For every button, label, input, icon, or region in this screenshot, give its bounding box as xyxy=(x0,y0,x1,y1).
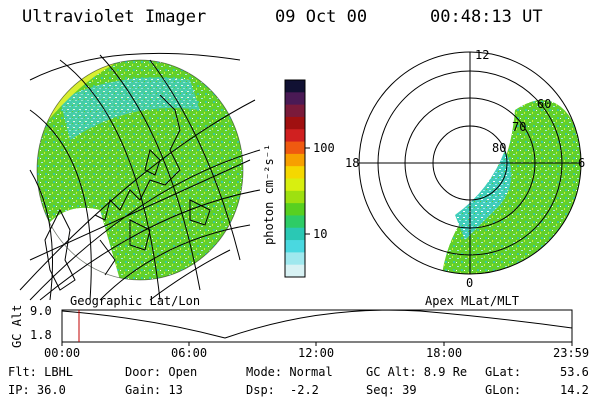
colorbar-segment xyxy=(285,104,305,118)
altitude-plot xyxy=(61,309,573,346)
geo-grid xyxy=(19,52,261,301)
gain-info: Gain: 13 xyxy=(125,383,183,397)
colorbar-segment xyxy=(285,92,305,106)
geographic-image xyxy=(19,52,261,301)
polar-ring-label-60: 60 xyxy=(537,97,552,111)
xtick-0000: 00:00 xyxy=(44,346,81,360)
polar-ring-label-80: 80 xyxy=(492,141,507,155)
polar-plot xyxy=(358,51,582,275)
dsp-value: -2.2 xyxy=(290,383,319,397)
colorbar-segment xyxy=(285,116,305,130)
colorbar-tick-label-10: 10 xyxy=(313,227,328,241)
polar-aurora-cyan xyxy=(455,150,512,240)
door-info: Door: Open xyxy=(125,365,198,379)
colorbar-segment xyxy=(285,153,305,167)
colorbar-segment xyxy=(285,166,305,179)
xtick-1800: 18:00 xyxy=(426,346,463,360)
polar-label-left: 18 xyxy=(345,156,360,170)
color-bar xyxy=(285,80,305,278)
coastlines xyxy=(44,94,211,291)
xtick-2359: 23:59 xyxy=(553,346,590,360)
glat-label: GLat: xyxy=(485,365,522,379)
aurora-cyan-band xyxy=(60,77,200,140)
seq-info: Seq: 39 xyxy=(366,383,417,397)
altitude-ytick-high: 9.0 xyxy=(30,304,52,318)
glat-value: 53.6 xyxy=(560,365,589,379)
geo-panel-label: Geographic Lat/Lon xyxy=(70,294,201,308)
polar-label-right: 6 xyxy=(578,156,586,170)
colorbar-segment xyxy=(285,141,305,155)
altitude-frame xyxy=(61,309,573,343)
colorbar-tick-label-100: 100 xyxy=(313,141,335,155)
altitude-ytick-low: 1.8 xyxy=(30,328,52,342)
colorbar-segment xyxy=(285,215,305,229)
color-bar-frame xyxy=(284,79,306,278)
colorbar-label: photon cm⁻²s⁻¹ xyxy=(262,143,276,245)
colorbar-segment xyxy=(285,129,305,143)
altitude-curve xyxy=(61,309,573,339)
colorbar-segment xyxy=(285,252,305,266)
apex-panel-label: Apex MLat/MLT xyxy=(425,294,519,308)
dsp-label: Dsp: xyxy=(246,383,275,397)
glon-value: 14.2 xyxy=(560,383,589,397)
xtick-0600: 06:00 xyxy=(171,346,208,360)
ip-info: IP: 36.0 xyxy=(8,383,66,397)
colorbar-segment xyxy=(285,80,305,93)
colorbar-segment xyxy=(285,178,305,192)
polar-aurora xyxy=(440,100,581,274)
glon-label: GLon: xyxy=(485,383,522,397)
polar-label-bottom: 0 xyxy=(466,276,474,290)
colorbar-segment xyxy=(285,240,305,253)
flt-info: Flt: LBHL xyxy=(8,365,74,379)
colorbar-segment xyxy=(285,264,305,278)
polar-ring-label-70: 70 xyxy=(512,120,527,134)
date-label: 09 Oct 00 xyxy=(275,7,368,27)
colorbar-segment xyxy=(285,190,305,204)
gcalt-info: GC Alt: 8.9 Re xyxy=(366,365,468,379)
xtick-1200: 12:00 xyxy=(298,346,335,360)
time-label: 00:48:13 UT xyxy=(430,7,543,27)
mode-info: Mode: Normal xyxy=(246,365,333,379)
altitude-ylabel: GC Alt xyxy=(10,304,24,348)
colorbar-segment xyxy=(285,203,305,216)
colorbar-segment xyxy=(285,227,305,241)
app-title: Ultraviolet Imager xyxy=(22,7,207,27)
polar-label-top: 12 xyxy=(475,48,490,62)
